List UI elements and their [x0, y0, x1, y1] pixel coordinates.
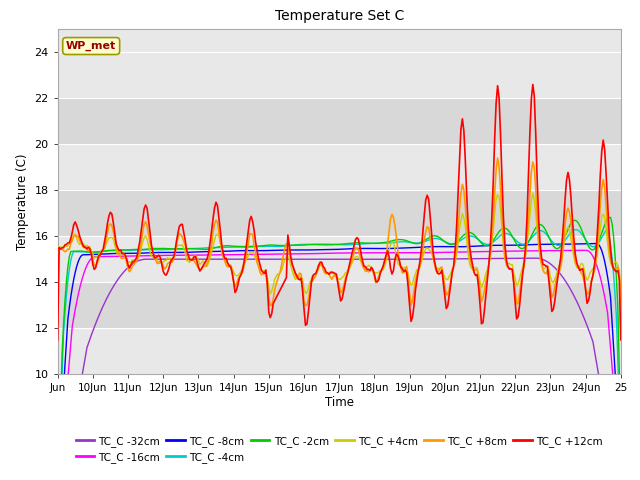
TC_C -4cm: [445, 240, 453, 246]
Bar: [58, 52, 621, 98]
TC_C -8cm: [67, 294, 75, 300]
TC_C -2cm: [617, 428, 625, 433]
Line: TC_C -4cm: TC_C -4cm: [58, 229, 621, 480]
TC_C -2cm: [104, 248, 111, 253]
TC_C +8cm: [493, 155, 501, 161]
TC_C -32cm: [428, 256, 435, 262]
TC_C +8cm: [617, 302, 625, 308]
X-axis label: Time: Time: [324, 396, 354, 409]
TC_C +4cm: [529, 190, 536, 196]
TC_C +4cm: [351, 254, 359, 260]
TC_C -16cm: [67, 341, 75, 347]
Title: Temperature Set C: Temperature Set C: [275, 10, 404, 24]
TC_C +4cm: [54, 291, 61, 297]
TC_C -8cm: [104, 251, 111, 257]
Bar: [58, 144, 621, 190]
Line: TC_C +4cm: TC_C +4cm: [58, 193, 621, 294]
TC_C -32cm: [104, 294, 111, 300]
TC_C -8cm: [617, 462, 625, 468]
TC_C -8cm: [285, 247, 293, 253]
TC_C -8cm: [351, 246, 359, 252]
TC_C -4cm: [351, 241, 359, 247]
TC_C -2cm: [67, 249, 75, 254]
TC_C -16cm: [285, 251, 293, 257]
TC_C -8cm: [593, 240, 601, 246]
TC_C -8cm: [54, 476, 61, 480]
TC_C +12cm: [285, 242, 293, 248]
Line: TC_C -16cm: TC_C -16cm: [58, 250, 621, 480]
TC_C -8cm: [428, 244, 435, 250]
TC_C +8cm: [445, 287, 453, 292]
TC_C +12cm: [617, 337, 625, 343]
TC_C -16cm: [617, 466, 625, 471]
TC_C +4cm: [617, 291, 625, 297]
Line: TC_C -8cm: TC_C -8cm: [58, 243, 621, 479]
TC_C +12cm: [529, 82, 536, 87]
TC_C +4cm: [67, 239, 75, 244]
TC_C +12cm: [445, 292, 453, 298]
TC_C -32cm: [351, 256, 359, 262]
TC_C +4cm: [285, 256, 293, 262]
TC_C -16cm: [104, 253, 111, 259]
TC_C -32cm: [445, 256, 453, 262]
TC_C -2cm: [428, 233, 435, 239]
TC_C +8cm: [428, 245, 435, 251]
TC_C +4cm: [104, 238, 111, 244]
TC_C -4cm: [104, 248, 111, 254]
Line: TC_C +8cm: TC_C +8cm: [58, 158, 621, 305]
TC_C +4cm: [428, 250, 435, 255]
Bar: [58, 190, 621, 236]
Line: TC_C +12cm: TC_C +12cm: [58, 84, 621, 340]
TC_C -32cm: [285, 256, 293, 262]
TC_C -2cm: [285, 242, 293, 248]
TC_C -8cm: [445, 244, 453, 250]
TC_C -16cm: [576, 247, 584, 253]
TC_C +12cm: [67, 236, 75, 241]
TC_C -4cm: [428, 236, 435, 242]
TC_C -4cm: [617, 447, 625, 453]
TC_C -32cm: [532, 255, 540, 261]
TC_C +12cm: [428, 231, 435, 237]
TC_C +8cm: [351, 245, 359, 251]
TC_C +8cm: [54, 302, 61, 308]
Y-axis label: Temperature (C): Temperature (C): [16, 153, 29, 250]
TC_C +12cm: [104, 220, 111, 226]
TC_C -2cm: [445, 241, 453, 247]
TC_C -32cm: [67, 433, 75, 439]
Text: WP_met: WP_met: [66, 41, 116, 51]
TC_C -4cm: [67, 258, 75, 264]
TC_C -16cm: [445, 249, 453, 255]
TC_C -16cm: [351, 250, 359, 256]
TC_C -16cm: [428, 250, 435, 255]
Legend: TC_C -32cm, TC_C -16cm, TC_C -8cm, TC_C -4cm, TC_C -2cm, TC_C +4cm, TC_C +8cm, T: TC_C -32cm, TC_C -16cm, TC_C -8cm, TC_C …: [71, 432, 607, 467]
Bar: [58, 236, 621, 282]
TC_C +4cm: [445, 274, 453, 279]
Line: TC_C -2cm: TC_C -2cm: [58, 217, 621, 480]
TC_C -2cm: [351, 240, 359, 246]
TC_C -4cm: [572, 227, 579, 232]
TC_C +8cm: [285, 250, 293, 256]
TC_C +12cm: [54, 337, 61, 343]
Bar: [58, 98, 621, 144]
TC_C -2cm: [607, 215, 614, 220]
Bar: [58, 328, 621, 374]
TC_C +8cm: [67, 240, 75, 246]
Line: TC_C -32cm: TC_C -32cm: [58, 258, 621, 480]
TC_C -4cm: [285, 243, 293, 249]
TC_C +12cm: [351, 237, 359, 243]
Bar: [58, 282, 621, 328]
TC_C +8cm: [104, 230, 111, 236]
